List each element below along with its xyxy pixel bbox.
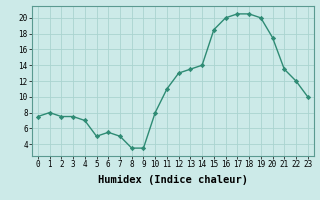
- X-axis label: Humidex (Indice chaleur): Humidex (Indice chaleur): [98, 175, 248, 185]
